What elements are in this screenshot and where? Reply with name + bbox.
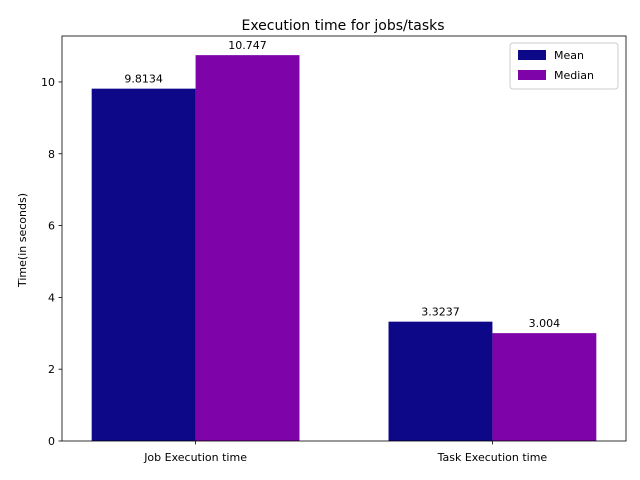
- data-label-median-1: 3.004: [529, 317, 561, 330]
- data-label-mean-1: 3.3237: [421, 306, 460, 319]
- plot-frame: [61, 35, 627, 442]
- y-tick-label: 6: [48, 220, 55, 233]
- data-label-mean-0: 9.8134: [124, 73, 163, 86]
- legend-label-median: Median: [554, 69, 594, 82]
- chart-title: Execution time for jobs/tasks: [241, 18, 444, 34]
- x-tick-label: Task Execution time: [437, 451, 548, 464]
- y-tick-label: 8: [48, 148, 55, 161]
- bar-mean-1: [388, 321, 493, 441]
- y-axis-label: Time(in seconds): [16, 193, 29, 288]
- legend-label-mean: Mean: [554, 49, 584, 62]
- y-tick-label: 4: [48, 291, 55, 304]
- y-tick-label: 0: [48, 435, 55, 448]
- data-label-median-0: 10.747: [228, 39, 267, 52]
- legend-swatch-mean: [518, 50, 546, 60]
- y-tick-label: 10: [41, 76, 55, 89]
- x-tick-label: Job Execution time: [143, 451, 247, 464]
- bar-median-0: [195, 55, 300, 442]
- bar-median-1: [492, 333, 597, 441]
- y-tick-label: 2: [48, 363, 55, 376]
- legend-swatch-median: [518, 70, 546, 80]
- bar-mean-0: [91, 88, 196, 442]
